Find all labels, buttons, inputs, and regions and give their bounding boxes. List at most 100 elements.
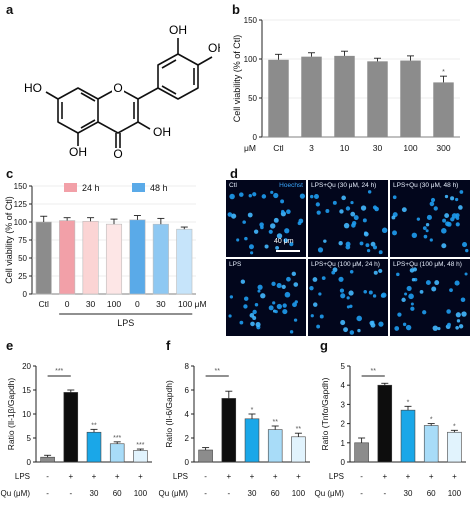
nucleus-dot [353,215,359,221]
panel-label-f: f [166,338,171,353]
significance-marker: ** [91,422,97,429]
bar [105,223,123,295]
nucleus-dot [319,314,324,319]
y-tick-label: 75 [18,236,27,245]
oh-label: OH [153,125,171,139]
oh-label: OH [169,23,187,37]
qu-dose: - [46,489,49,498]
nucleus-dot [405,324,412,331]
nucleus-dot [432,325,438,331]
nucleus-dot [244,236,248,241]
significance-marker: *** [113,435,121,442]
nucleus-dot [249,313,255,318]
bar [291,436,306,463]
nucleus-dot [450,217,455,222]
panel-label-a: a [6,2,14,17]
row-label: LPS [15,472,30,481]
nucleus-dot [343,222,350,229]
bar [133,450,148,463]
bar [129,219,146,295]
nucleus-dot [273,217,279,223]
legend-label: 24 h [82,183,100,193]
nucleus-dot [442,218,447,223]
bar [377,384,393,463]
nucleus-dot [250,251,254,255]
y-tick-label: 1 [341,439,346,448]
bar [86,431,102,463]
x-tick-label: 30 [86,299,96,309]
bar [176,228,193,295]
panel-label-g: g [320,338,328,353]
nucleus-dot [270,190,274,194]
qu-dose: 60 [271,489,280,498]
nucleus-dot [243,304,248,309]
x-tick-label: 100 [107,299,121,309]
y-tick-label: 4 [185,410,190,419]
y-tick-label: 100 [244,55,258,64]
nucleus-dot [293,318,298,322]
bar [109,443,125,463]
nucleus-dot [391,215,396,220]
nucleus-dot [257,289,261,293]
y-tick-label: 4 [341,381,346,390]
nucleus-dot [397,312,402,317]
significance-marker: * [430,417,433,424]
qu-dose: 100 [134,489,148,498]
nucleus-dot [272,301,276,305]
nucleus-dot [378,250,383,255]
nucleus-dot [411,232,418,238]
nucleus-dot [429,201,435,207]
significance-marker: * [407,399,410,406]
nucleus-dot [293,282,299,287]
nucleus-dot [423,234,428,239]
y-tick-label: 50 [18,254,27,263]
bar [400,60,421,138]
nucleus-dot [450,196,455,201]
bar [40,456,55,463]
nucleus-dot [276,233,283,239]
legend-swatch [132,183,145,192]
nucleus-dot [392,195,397,200]
y-tick-label: 100 [14,218,28,227]
y-tick-label: 6 [185,386,190,395]
microscopy-grid: Ctl Hoechst 40 μm LPS+Qu (30 μM, 24 h) L… [226,180,470,336]
y-tick-label: 0 [253,133,258,142]
lps-sign: + [68,472,73,481]
nucleus-dot [321,276,326,281]
nucleus-dot [410,302,414,306]
row-label: Qu (μM) [1,489,31,498]
panel-label-b: b [232,2,240,17]
nucleus-dot [350,211,356,217]
nucleus-dot [429,238,433,242]
micrograph-lps-qu100-48h: LPS+Qu (100 μM, 48 h) [390,259,470,336]
nucleus-dot [394,326,400,331]
nucleus-dot [444,194,449,199]
scale-bar-label: 40 μm [274,238,294,245]
lps-group-label: LPS [117,318,134,328]
nucleus-dot [257,284,263,290]
nucleus-dot [242,220,246,224]
nucleus-dot [454,280,460,286]
nucleus-dot [260,293,266,299]
qu-dose: - [383,489,386,498]
nucleus-dot [349,330,355,335]
nucleus-dot [345,206,351,211]
nucleus-dot [309,285,314,291]
nucleus-dot [441,228,447,234]
nucleus-dot [317,247,324,253]
y-tick-label: 0 [341,458,346,467]
nucleus-dot [323,239,327,243]
x-tick-label: 0 [135,299,140,309]
nucleus-dot [346,296,350,300]
legend-label: 48 h [150,183,168,193]
lps-sign: + [382,472,387,481]
y-tick-label: 10 [22,410,31,419]
nucleus-dot [291,271,297,277]
nucleus-dot [357,328,361,333]
nucleus-dot [275,245,279,250]
x-tick-label: 3 [309,143,314,153]
bar [301,56,322,137]
row-label: Qu (μM) [159,489,189,498]
